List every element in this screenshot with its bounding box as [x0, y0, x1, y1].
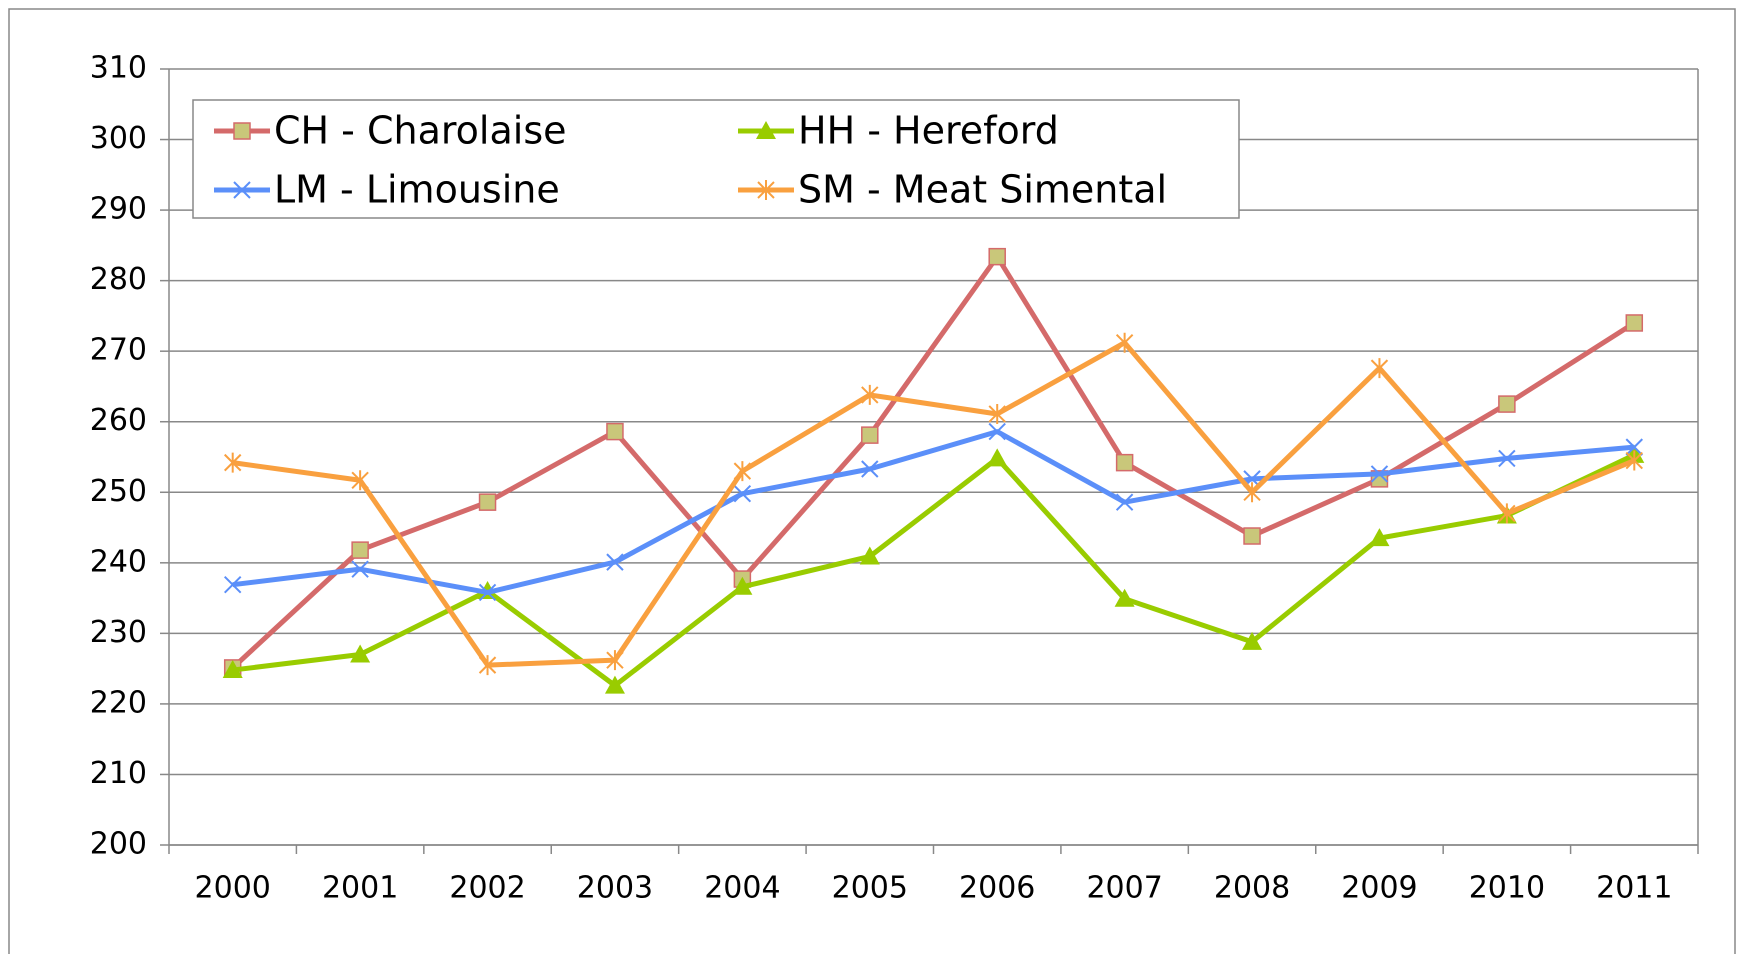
legend-label: SM - Meat Simental — [798, 168, 1167, 212]
x-tick-label: 2007 — [1086, 871, 1162, 906]
y-tick-label: 240 — [90, 544, 147, 579]
marker — [224, 452, 242, 473]
y-tick-label: 270 — [90, 333, 147, 368]
x-tick-label: 2003 — [577, 871, 653, 906]
marker — [1114, 588, 1135, 607]
marker — [861, 426, 879, 444]
marker — [1243, 527, 1261, 545]
marker — [1370, 465, 1389, 483]
marker — [1498, 395, 1516, 413]
y-tick-label: 200 — [90, 827, 147, 862]
y-tick-label: 310 — [90, 51, 147, 86]
series-line — [232, 429, 1635, 595]
x-tick-label: 2008 — [1214, 871, 1290, 906]
y-tick-label: 220 — [90, 685, 147, 720]
x-tick-label: 2011 — [1596, 871, 1672, 906]
x-tick-label: 2006 — [959, 871, 1035, 906]
marker — [1115, 493, 1134, 511]
x-tick-label: 2002 — [449, 871, 525, 906]
y-tick-label: 300 — [90, 121, 147, 156]
x-tick-label: 2009 — [1341, 871, 1417, 906]
x-tick-label: 2000 — [195, 871, 271, 906]
marker — [351, 541, 369, 559]
legend-box — [192, 99, 1240, 219]
marker — [478, 493, 497, 511]
marker — [1369, 528, 1390, 547]
marker — [987, 448, 1008, 467]
marker — [861, 460, 879, 478]
marker — [1498, 449, 1516, 468]
y-tick-label: 290 — [90, 192, 147, 227]
marker — [988, 247, 1006, 266]
legend-label: HH - Hereford — [798, 109, 1059, 153]
marker — [350, 644, 371, 663]
x-tick-label: 2001 — [322, 871, 398, 906]
marker — [1115, 332, 1134, 353]
series-line — [232, 340, 1636, 668]
marker — [478, 583, 497, 602]
marker — [1625, 450, 1643, 471]
legend-label: CH - Charolaise — [274, 109, 567, 153]
marker — [757, 180, 775, 200]
marker — [606, 422, 624, 441]
marker — [1625, 438, 1643, 456]
legend: CH - Charolaise HH - Hereford LM - Limousi… — [192, 99, 1240, 219]
marker — [1115, 453, 1134, 472]
marker — [606, 650, 624, 671]
marker — [988, 422, 1006, 441]
y-tick-label: 250 — [90, 474, 147, 509]
marker — [733, 484, 752, 503]
marker — [733, 461, 752, 482]
y-tick-label: 210 — [90, 756, 147, 791]
marker — [859, 546, 880, 565]
marker — [222, 660, 243, 679]
marker — [606, 553, 624, 571]
marker — [1243, 482, 1261, 503]
marker — [861, 384, 879, 405]
marker — [1625, 314, 1644, 332]
marker — [1370, 358, 1389, 379]
marker — [988, 403, 1006, 424]
marker — [1242, 631, 1263, 650]
x-tick-label: 2004 — [704, 871, 780, 906]
y-tick-label: 230 — [90, 615, 147, 650]
series-line — [232, 452, 1636, 689]
marker — [1498, 503, 1516, 524]
marker — [756, 121, 776, 139]
marker — [732, 576, 753, 595]
marker — [224, 575, 242, 594]
marker — [351, 470, 369, 491]
marker — [478, 655, 497, 676]
x-tick-label: 2005 — [832, 871, 908, 906]
x-tick-label: 2010 — [1469, 871, 1545, 906]
marker — [233, 122, 251, 140]
y-tick-label: 260 — [90, 403, 147, 438]
marker — [233, 181, 251, 199]
marker — [351, 560, 369, 578]
y-tick-label: 280 — [90, 262, 147, 297]
legend-label: LM - Limousine — [274, 168, 560, 212]
series-line — [231, 254, 1636, 670]
marker — [604, 675, 625, 694]
